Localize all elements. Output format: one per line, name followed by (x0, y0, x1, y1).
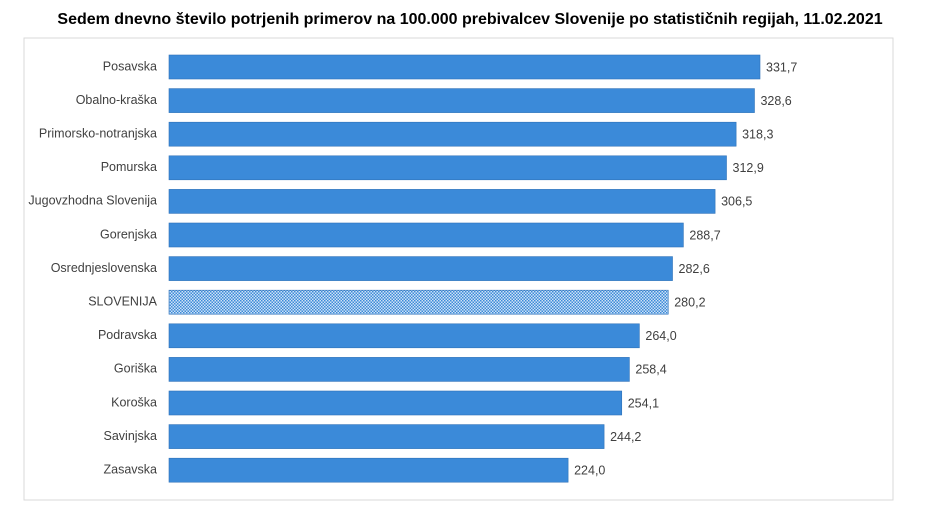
bar (168, 390, 623, 416)
bar (168, 155, 727, 181)
bar (168, 256, 673, 281)
value-label: 224,0 (574, 463, 605, 477)
category-label: Obalno-kraška (76, 93, 157, 107)
plot-frame (23, 37, 894, 501)
category-label: Podravska (98, 328, 157, 342)
value-label: 331,7 (766, 60, 797, 74)
category-label: Osrednjeslovenska (51, 261, 157, 275)
bar (168, 357, 630, 382)
category-label: Savinjska (104, 429, 158, 443)
value-label: 254,1 (628, 396, 659, 410)
category-label: Zasavska (104, 462, 158, 476)
category-label: Goriška (114, 362, 157, 376)
value-label: 244,2 (610, 430, 641, 444)
value-label: 280,2 (674, 295, 705, 309)
value-label: 306,5 (721, 195, 752, 209)
bar (168, 323, 640, 349)
value-label: 328,6 (760, 94, 791, 108)
bar (168, 424, 605, 449)
value-label: 264,0 (645, 329, 676, 343)
bar (168, 222, 684, 248)
bar (168, 189, 716, 214)
category-label: Posavska (103, 59, 157, 73)
value-label: 318,3 (742, 127, 773, 141)
bar (168, 88, 755, 113)
category-label: Gorenjska (100, 227, 157, 241)
category-label: Pomurska (101, 160, 157, 174)
bar (168, 121, 737, 147)
bar (168, 54, 761, 80)
bar (168, 457, 569, 483)
value-label: 312,9 (733, 161, 764, 175)
category-label: Primorsko-notranjska (39, 126, 157, 140)
value-label: 288,7 (689, 228, 720, 242)
category-label: Jugovzhodna Slovenija (28, 194, 157, 208)
value-label: 282,6 (679, 262, 710, 276)
chart-title: Sedem dnevno število potrjenih primerov … (57, 11, 882, 28)
value-label: 258,4 (635, 363, 666, 377)
category-label: Koroška (111, 395, 157, 409)
bar (168, 289, 669, 315)
category-label: SLOVENIJA (88, 294, 157, 308)
